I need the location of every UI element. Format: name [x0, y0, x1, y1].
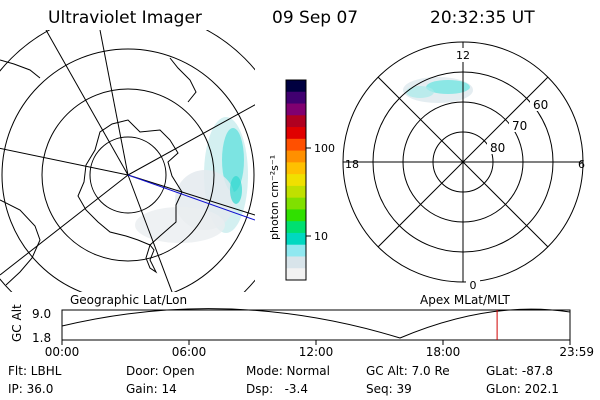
colorbar-cell: [286, 268, 306, 281]
colorbar: 100 10 photon cm⁻²s⁻¹: [268, 79, 335, 281]
mode-value: Mode: Normal: [246, 364, 330, 378]
colorbar-cell: [286, 185, 306, 199]
glon-value: GLon: 202.1: [486, 382, 559, 396]
geo-aurora-emission: [135, 117, 248, 243]
colorbar-tick-100: 100: [314, 142, 335, 155]
geo-panel-label: Geographic Lat/Lon: [70, 293, 188, 307]
mlt-label-6: 6: [578, 158, 585, 171]
date-label: 09 Sep 07: [272, 8, 359, 28]
time-tick-0600: 06:00: [172, 345, 207, 359]
mlt-label-18: 18: [345, 158, 359, 171]
south-america-coastline: [0, 199, 41, 286]
mlt-label-12: 12: [456, 49, 470, 62]
colorbar-cell: [286, 91, 306, 105]
australia-coastline: [0, 59, 41, 79]
time-tick-1200: 12:00: [299, 345, 334, 359]
alt-ymin: 1.8: [32, 331, 51, 345]
gain-value: Gain: 14: [126, 382, 177, 396]
gc-alt-value: GC Alt: 7.0 Re: [366, 364, 450, 378]
geographic-map: [0, 30, 255, 292]
dsp-value: Dsp: -3.4: [246, 382, 309, 396]
mlat-label-70: 70: [512, 119, 527, 133]
colorbar-cell: [286, 197, 306, 210]
time-tick-0000: 00:00: [45, 345, 80, 359]
time-tick-1800: 18:00: [426, 345, 461, 359]
colorbar-cell: [286, 244, 306, 257]
colorbar-cell: [286, 162, 306, 175]
filter-value: Flt: LBHL: [8, 364, 62, 378]
apex-aurora-emission: [403, 77, 473, 103]
alt-ymax: 9.0: [32, 307, 51, 321]
geo-lat-circles: [0, 30, 255, 292]
time-label: 20:32:35 UT: [430, 8, 535, 28]
colorbar-cell: [286, 115, 306, 128]
colorbar-cell: [286, 209, 306, 222]
colorbar-cell: [286, 174, 306, 187]
colorbar-cell: [286, 150, 306, 163]
colorbar-cell: [286, 256, 306, 269]
africa-coastline: [169, 57, 197, 103]
geo-meridians: [0, 30, 255, 292]
antarctic-peninsula: [145, 243, 158, 274]
antarctica-coastline: [77, 119, 183, 246]
apex-map: 12 0 18 6 60 70 80: [342, 41, 585, 292]
colorbar-tick-10: 10: [314, 230, 328, 243]
alt-axis-label: GC Alt: [10, 304, 24, 342]
colorbar-cell: [286, 80, 306, 93]
colorbar-cell: [286, 232, 306, 246]
colorbar-cell: [286, 127, 306, 140]
mlt-label-0: 0: [470, 279, 477, 292]
mlat-label-60: 60: [533, 98, 548, 112]
seq-value: Seq: 39: [366, 382, 412, 396]
time-tick-2359: 23:59: [559, 345, 594, 359]
mlat-label-80: 80: [490, 141, 505, 155]
colorbar-cell: [286, 138, 306, 152]
imager-title: Ultraviolet Imager: [48, 8, 202, 28]
altitude-strip: GC Alt 9.0 1.8 00:00 06:00 12:00 18:00 2…: [10, 304, 594, 359]
altitude-curve: [61, 308, 571, 339]
colorbar-cell: [286, 221, 306, 234]
door-value: Door: Open: [126, 364, 195, 378]
apex-panel-label: Apex MLat/MLT: [420, 293, 510, 307]
colorbar-unit-label: photon cm⁻²s⁻¹: [268, 155, 281, 240]
ip-value: IP: 36.0: [8, 382, 54, 396]
glat-value: GLat: -87.8: [486, 364, 553, 378]
satellite-direction-line: [127, 174, 255, 221]
apex-mlt-lines: [343, 42, 583, 282]
colorbar-cell: [286, 103, 306, 116]
